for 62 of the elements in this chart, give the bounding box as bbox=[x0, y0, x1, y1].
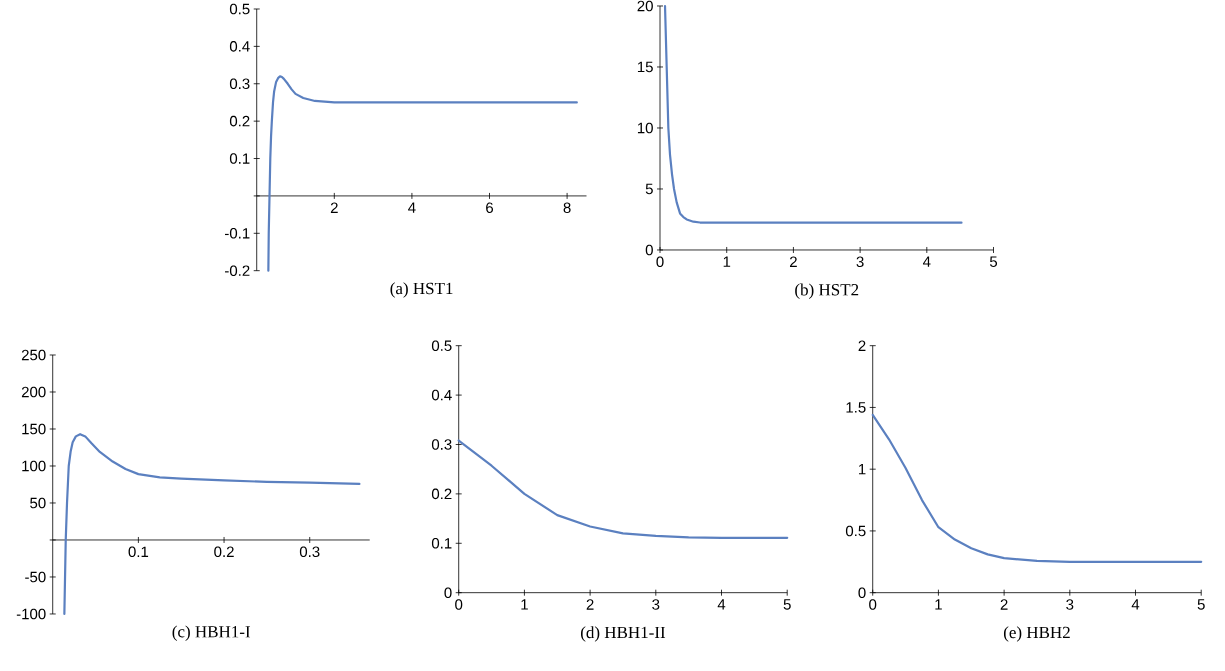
line-series bbox=[63, 433, 361, 616]
y-tick-label: 0.2 bbox=[229, 115, 250, 127]
text: (d) HBH1-II bbox=[580, 626, 666, 642]
text: (b) HST2 bbox=[795, 283, 859, 299]
y-tick-label: -100 bbox=[16, 608, 46, 620]
y-tick-label: 0.5 bbox=[431, 340, 452, 351]
x-tick-label: 3 bbox=[1066, 599, 1074, 610]
x-tick-label: 5 bbox=[989, 256, 998, 267]
x-tick-label: 5 bbox=[1197, 599, 1205, 610]
x-tick-label: 0.3 bbox=[299, 546, 320, 558]
x-tick-label: 2 bbox=[330, 202, 338, 213]
x-tick-label: 5 bbox=[783, 599, 791, 610]
y-tick-label: -0.2 bbox=[225, 265, 250, 276]
x-tick-label: 2 bbox=[586, 599, 594, 610]
y-tick-label: 2 bbox=[858, 340, 866, 351]
x-tick-label: 0 bbox=[455, 599, 463, 610]
x-tick-label: 1 bbox=[935, 599, 942, 610]
y-tick-label: 10 bbox=[637, 122, 653, 134]
y-tick-label: 0.3 bbox=[431, 439, 452, 450]
x-tick-label: 2 bbox=[1000, 599, 1008, 610]
y-tick-label: 0.2 bbox=[431, 488, 452, 500]
x-tick-label: 6 bbox=[486, 202, 494, 214]
text: (c) HBH1-I bbox=[172, 625, 251, 641]
y-tick-label: 0.5 bbox=[229, 3, 250, 15]
y-tick-label: 1.5 bbox=[846, 402, 866, 413]
y-tick-label: -0.1 bbox=[225, 227, 250, 239]
y-tick-label: 0 bbox=[645, 244, 653, 256]
y-tick-label: 0.4 bbox=[229, 41, 250, 52]
y-tick-label: 20 bbox=[637, 0, 653, 12]
x-tick-label: 2 bbox=[789, 256, 797, 267]
x-tick-label: 0.2 bbox=[214, 546, 234, 558]
y-tick-label: 0.1 bbox=[431, 537, 452, 549]
x-tick-label: 8 bbox=[563, 202, 571, 214]
line-series bbox=[457, 439, 789, 539]
y-tick-label: 50 bbox=[30, 497, 46, 509]
y-tick-label: 0.5 bbox=[845, 525, 866, 537]
x-tick-label: 4 bbox=[408, 202, 416, 213]
y-tick-label: 200 bbox=[21, 386, 46, 398]
y-tick-label: 150 bbox=[22, 423, 46, 435]
y-tick-label: 100 bbox=[22, 460, 46, 472]
x-tick-label: 3 bbox=[856, 256, 864, 268]
x-tick-label: 3 bbox=[652, 599, 660, 610]
y-tick-label: 1 bbox=[858, 464, 866, 475]
x-tick-label: 0 bbox=[869, 599, 877, 610]
text: (e) HBH2 bbox=[1003, 626, 1070, 642]
text: (a) HST1 bbox=[390, 282, 453, 298]
y-tick-label: 0 bbox=[858, 587, 866, 598]
x-tick-label: 1 bbox=[723, 256, 731, 267]
x-tick-label: 0 bbox=[656, 256, 664, 268]
y-tick-label: 0.4 bbox=[431, 389, 452, 401]
y-tick-label: 0.3 bbox=[229, 78, 250, 90]
y-tick-label: -50 bbox=[25, 571, 46, 583]
x-tick-label: 1 bbox=[521, 599, 528, 610]
y-tick-label: 15 bbox=[637, 61, 653, 73]
y-tick-label: 0 bbox=[444, 587, 452, 598]
y-tick-label: 250 bbox=[21, 349, 46, 361]
x-tick-label: 4 bbox=[1131, 599, 1140, 610]
y-tick-label: 0.1 bbox=[229, 153, 250, 164]
x-tick-label: 4 bbox=[922, 256, 931, 267]
y-tick-label: 5 bbox=[645, 183, 653, 195]
x-tick-label: 4 bbox=[717, 599, 726, 610]
x-tick-label: 0.1 bbox=[128, 546, 149, 558]
